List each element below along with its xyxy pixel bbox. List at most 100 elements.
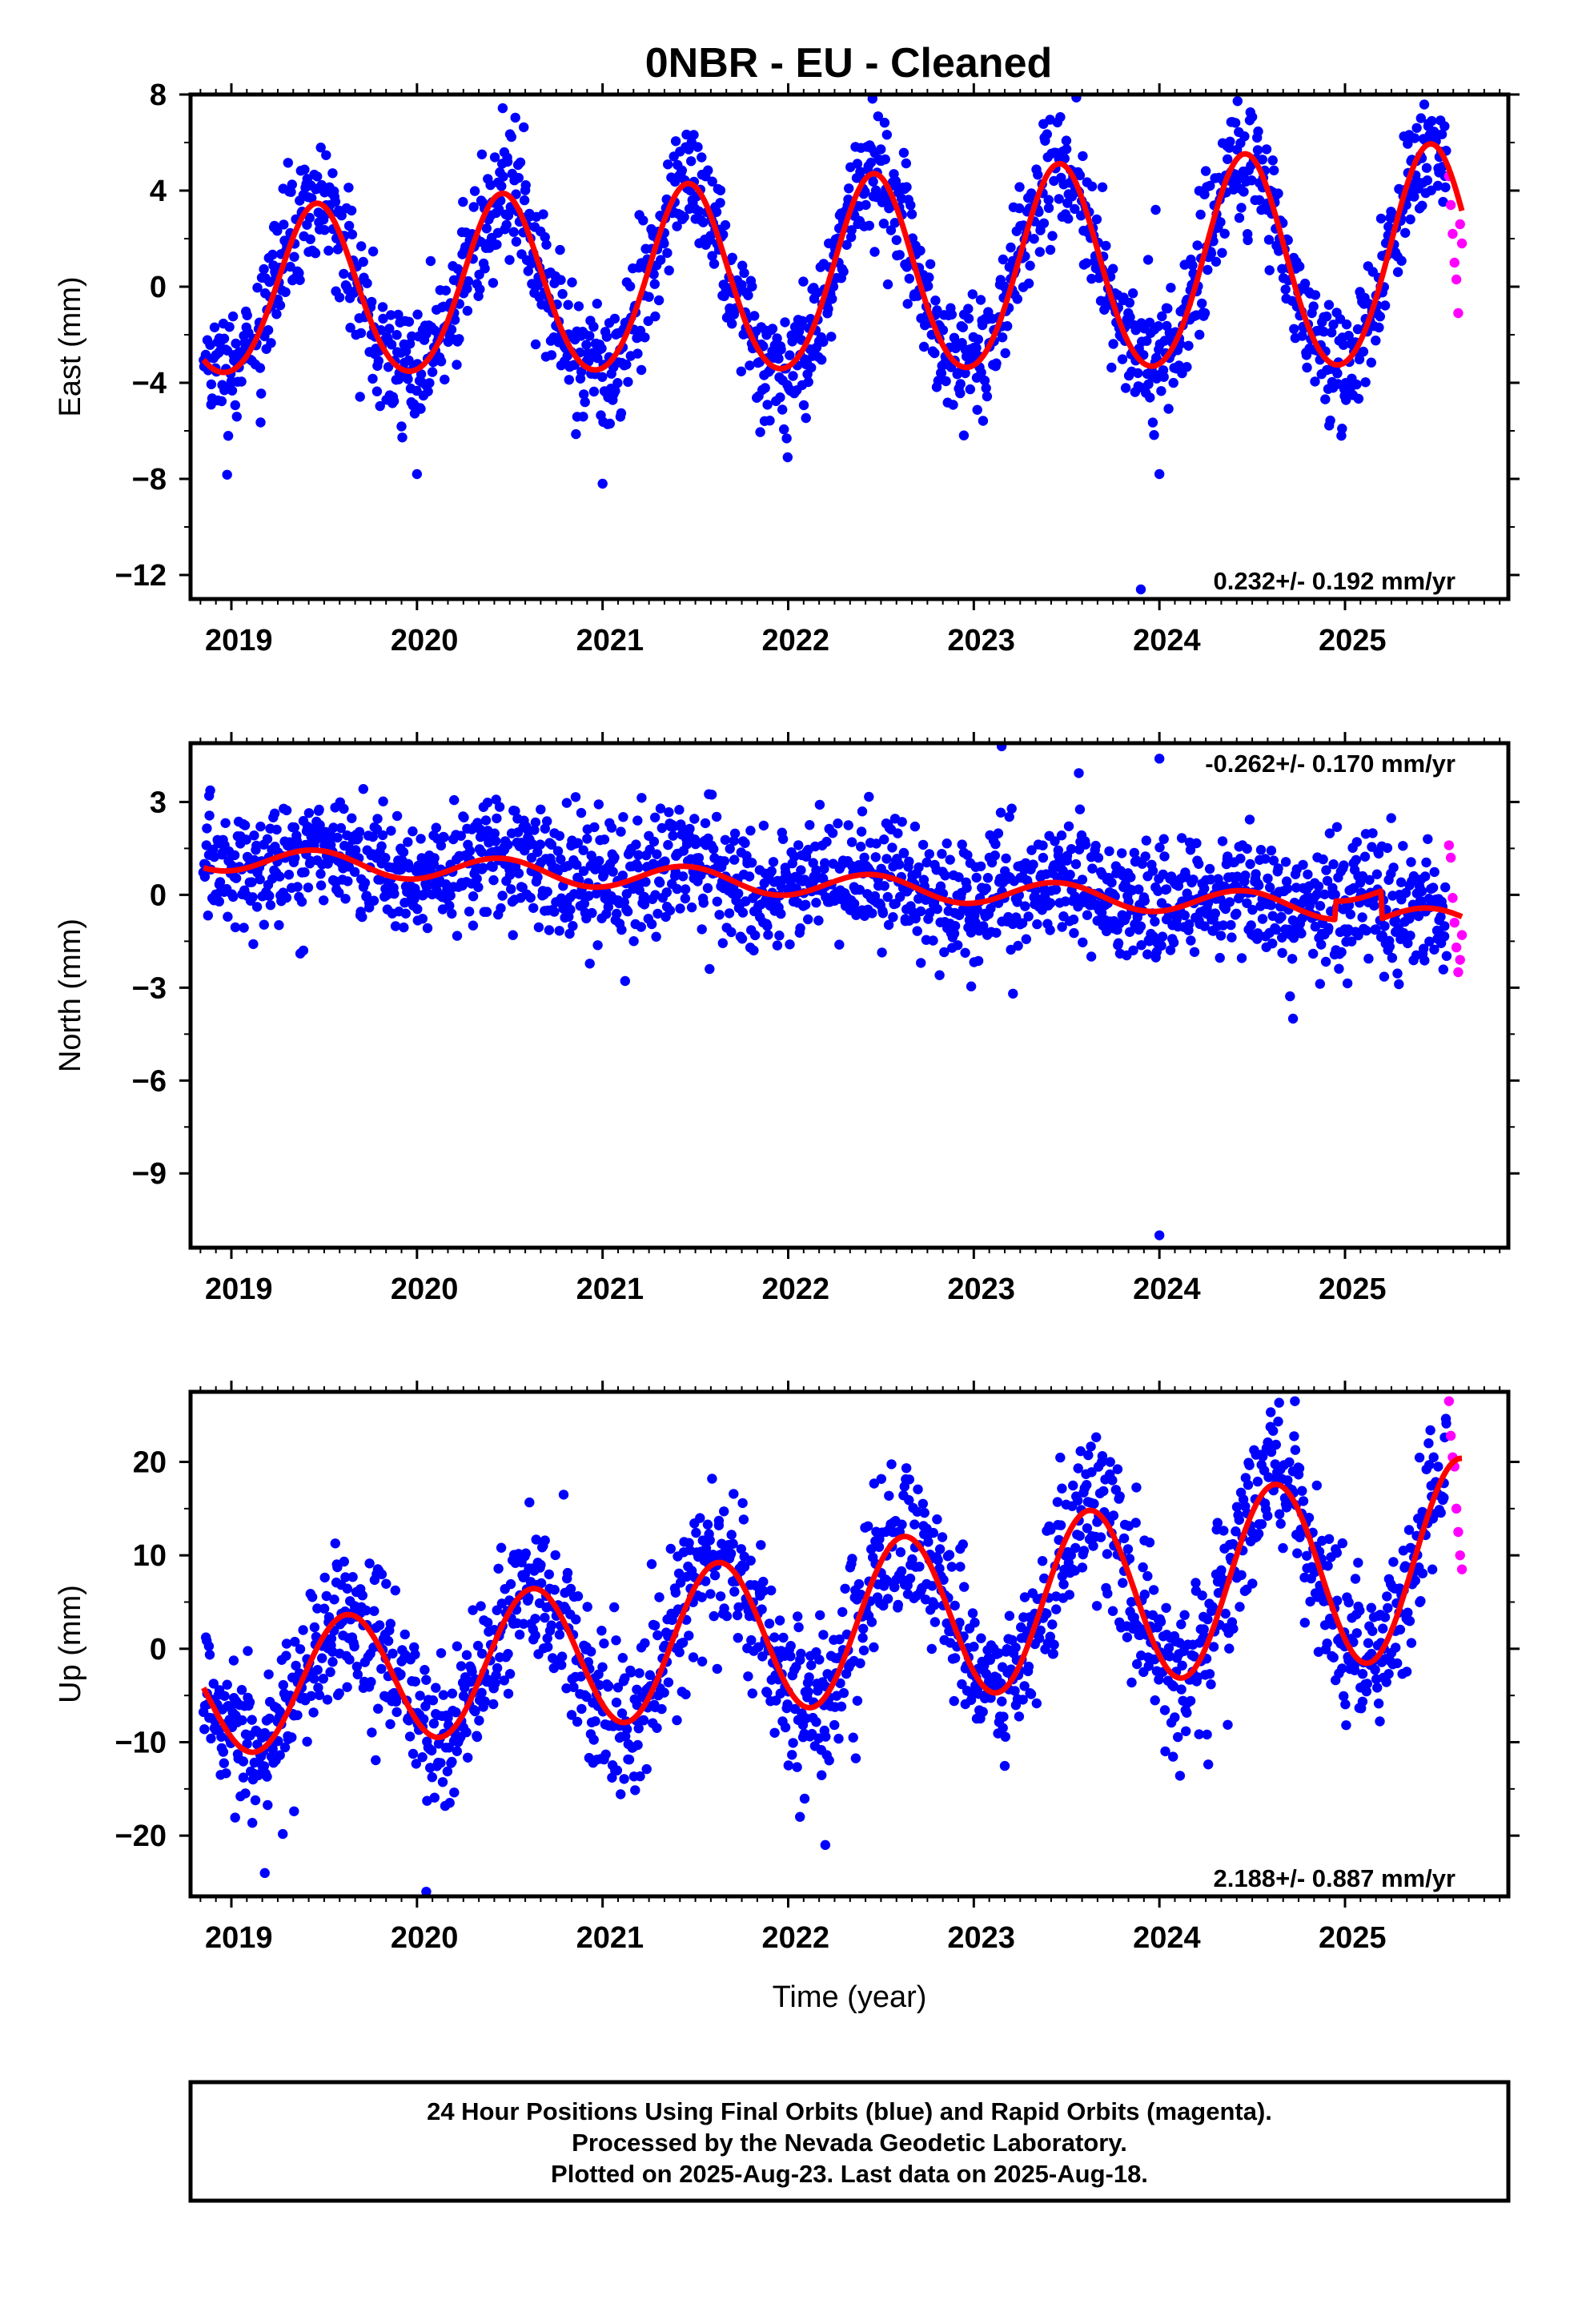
final-orbit-point (440, 374, 450, 385)
x-tick-label: 2024 (1133, 624, 1201, 657)
final-orbit-point (442, 1766, 453, 1777)
final-orbit-point (1090, 840, 1101, 851)
final-orbit-point (933, 1554, 943, 1566)
final-orbit-point (702, 883, 713, 894)
final-orbit-point (404, 316, 415, 327)
final-orbit-point (960, 947, 970, 959)
final-orbit-point (776, 908, 786, 919)
final-orbit-point (889, 1582, 900, 1593)
final-orbit-point (978, 416, 989, 426)
final-orbit-point (570, 792, 581, 802)
final-orbit-point (726, 927, 737, 938)
final-orbit-point (552, 846, 564, 856)
final-orbit-point (561, 798, 572, 808)
final-orbit-point (659, 238, 669, 249)
final-orbit-point (1257, 914, 1268, 924)
final-orbit-point (1006, 803, 1017, 814)
final-orbit-point (530, 339, 541, 350)
final-orbit-point (230, 1812, 240, 1823)
final-orbit-point (263, 325, 274, 336)
final-orbit-point (203, 911, 213, 921)
final-orbit-point (1141, 835, 1152, 846)
final-orbit-point (339, 268, 349, 279)
final-orbit-point (971, 872, 982, 883)
final-orbit-point (821, 836, 832, 847)
final-orbit-point (303, 883, 314, 893)
final-orbit-point (236, 376, 247, 387)
final-orbit-point (599, 834, 610, 845)
final-orbit-point (427, 1745, 437, 1756)
final-orbit-point (264, 276, 275, 287)
final-orbit-point (449, 794, 460, 806)
final-orbit-point (506, 131, 516, 143)
final-orbit-point (1122, 1544, 1134, 1554)
final-orbit-point (385, 1618, 396, 1629)
final-orbit-point (709, 1570, 721, 1581)
final-orbit-point (536, 1578, 547, 1589)
final-orbit-point (1055, 1452, 1066, 1463)
final-orbit-point (709, 844, 719, 854)
final-orbit-point (1199, 883, 1210, 894)
final-orbit-point (1145, 392, 1155, 403)
final-orbit-point (503, 839, 513, 850)
final-orbit-point (566, 1710, 577, 1720)
final-orbit-point (626, 1667, 636, 1678)
final-orbit-point (312, 171, 323, 182)
final-orbit-point (374, 1620, 385, 1630)
final-orbit-point (592, 940, 603, 951)
final-orbit-point (295, 275, 305, 285)
final-orbit-point (321, 1590, 331, 1602)
final-orbit-point (1049, 1639, 1059, 1650)
final-orbit-point (556, 1651, 568, 1662)
final-orbit-point (319, 1603, 330, 1614)
final-orbit-point (412, 468, 423, 480)
final-orbit-point (894, 250, 905, 260)
final-orbit-point (1192, 240, 1203, 251)
final-orbit-point (888, 912, 898, 923)
final-orbit-point (995, 807, 1006, 818)
final-orbit-point (281, 805, 292, 816)
final-orbit-point (644, 1670, 655, 1680)
final-orbit-point (352, 1669, 363, 1680)
final-orbit-point (769, 1632, 780, 1642)
final-orbit-point (447, 1756, 457, 1767)
final-orbit-point (367, 1727, 377, 1738)
final-orbit-point (464, 907, 475, 917)
final-orbit-point (1303, 869, 1313, 880)
final-orbit-point (1359, 851, 1371, 862)
final-orbit-point (738, 1514, 749, 1525)
final-orbit-point (882, 1594, 893, 1604)
final-orbit-point (1265, 882, 1275, 893)
final-orbit-point (733, 888, 744, 899)
final-orbit-point (610, 385, 620, 396)
final-orbit-point (528, 903, 539, 914)
final-orbit-point (307, 1592, 318, 1602)
final-orbit-point (881, 130, 893, 140)
final-orbit-point (371, 1755, 381, 1766)
final-orbit-point (1047, 231, 1058, 241)
final-orbit-point (428, 1695, 439, 1706)
final-orbit-point (745, 1555, 756, 1566)
final-orbit-point (775, 392, 785, 403)
final-orbit-point (493, 1563, 504, 1574)
final-orbit-point (1131, 1482, 1142, 1493)
final-orbit-point (660, 856, 670, 866)
final-orbit-point (408, 1748, 419, 1759)
final-orbit-point (697, 924, 707, 935)
final-orbit-point (1113, 938, 1124, 948)
final-orbit-point (447, 908, 457, 919)
final-orbit-point (726, 1530, 737, 1540)
final-orbit-point (1324, 828, 1335, 838)
final-orbit-point (1107, 1475, 1118, 1486)
final-orbit-point (1336, 430, 1347, 441)
final-orbit-point (339, 1556, 349, 1567)
final-orbit-point (399, 922, 409, 933)
final-orbit-point (527, 838, 538, 850)
final-orbit-point (436, 840, 447, 851)
final-orbit-point (319, 225, 330, 235)
final-orbit-point (1267, 938, 1278, 949)
final-orbit-point (1082, 1480, 1092, 1490)
final-orbit-point (249, 830, 259, 841)
final-orbit-point (584, 891, 594, 901)
final-orbit-point (617, 1653, 628, 1663)
